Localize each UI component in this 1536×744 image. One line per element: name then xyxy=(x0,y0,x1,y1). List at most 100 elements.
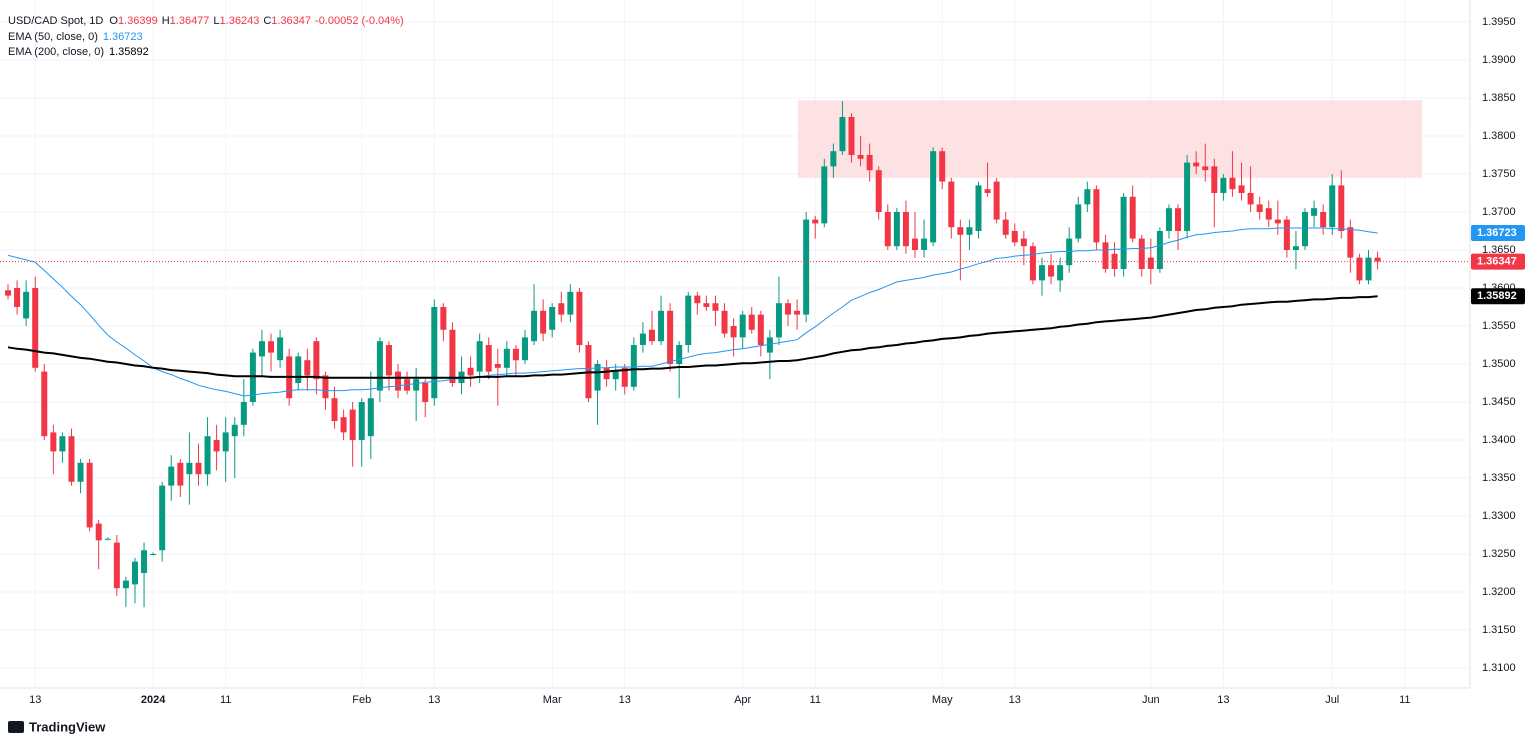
y-tick-label: 1.3100 xyxy=(1482,662,1516,674)
candle-body xyxy=(1292,246,1299,250)
x-tick-label: 2024 xyxy=(141,694,166,706)
candle-body xyxy=(413,379,420,391)
candle-body xyxy=(794,310,801,315)
candle-body xyxy=(857,154,864,159)
candle-body xyxy=(1120,196,1127,269)
candle-body xyxy=(376,341,383,391)
candle-body xyxy=(186,462,193,475)
x-tick-label: May xyxy=(932,694,953,706)
candle-body xyxy=(240,402,247,425)
candle-body xyxy=(721,310,728,334)
candle-body xyxy=(476,341,483,372)
candle-body xyxy=(1247,192,1254,205)
candle-body xyxy=(1338,185,1345,231)
candle-body xyxy=(1084,189,1091,205)
y-tick-label: 1.3500 xyxy=(1482,358,1516,370)
candle-body xyxy=(966,227,973,235)
candle-body xyxy=(1347,227,1354,258)
candle-body xyxy=(1002,219,1009,235)
candle-body xyxy=(1156,230,1163,269)
candle-body xyxy=(494,363,501,368)
candle-body xyxy=(975,185,982,231)
candle-body xyxy=(902,211,909,247)
candle-body xyxy=(594,363,601,391)
candle-body xyxy=(1365,257,1372,281)
ema-line xyxy=(7,227,1378,397)
candle-body xyxy=(912,238,918,250)
x-tick-label: 13 xyxy=(1217,694,1229,706)
candle-body xyxy=(1057,265,1064,281)
candle-body xyxy=(621,367,628,387)
price-tag-label: 1.36347 xyxy=(1477,256,1517,268)
resistance-zone xyxy=(798,100,1422,178)
candle-body xyxy=(503,348,510,368)
candle-body xyxy=(258,341,265,357)
candle-body xyxy=(268,341,275,353)
candle-body xyxy=(141,550,148,574)
legend-value: 1.35892 xyxy=(109,46,149,58)
candle-body xyxy=(667,310,674,364)
candle-body xyxy=(549,306,556,330)
candle-body xyxy=(1274,219,1281,224)
legend-entry: EMA (50, close, 0) 1.36723 xyxy=(8,31,143,43)
candle-body xyxy=(349,409,356,441)
candle-body xyxy=(1175,208,1182,231)
candle-body xyxy=(1048,265,1055,277)
candle-body xyxy=(295,356,302,383)
candle-body xyxy=(893,211,900,247)
ohlc-value: 1.36399 xyxy=(118,15,158,27)
candle-body xyxy=(921,238,928,250)
candle-body xyxy=(1220,177,1227,193)
candle-body xyxy=(748,314,755,330)
x-tick-label: Jun xyxy=(1142,694,1160,706)
candle-body xyxy=(567,291,574,315)
candle-body xyxy=(658,310,665,342)
candle-body xyxy=(168,466,175,486)
candle-body xyxy=(648,329,655,342)
candle-body xyxy=(1020,238,1027,247)
candle-body xyxy=(1193,162,1200,167)
candle-body xyxy=(630,344,637,387)
candle-body xyxy=(1147,257,1154,269)
legend-value: 1.36723 xyxy=(103,31,143,43)
candle-body xyxy=(1356,257,1363,281)
candle-body xyxy=(730,325,737,338)
candle-body xyxy=(277,337,284,361)
y-tick-label: 1.3800 xyxy=(1482,130,1516,142)
y-tick-label: 1.3750 xyxy=(1482,168,1516,180)
candle-body xyxy=(785,303,792,315)
y-tick-label: 1.3300 xyxy=(1482,510,1516,522)
candle-body xyxy=(68,436,75,482)
change: -0.00052 (-0.04%) xyxy=(315,15,404,27)
candle-body xyxy=(159,485,166,551)
y-tick-label: 1.3450 xyxy=(1482,396,1516,408)
price-tag-label: 1.35892 xyxy=(1477,290,1517,302)
candle-body xyxy=(1165,208,1172,231)
legend-name: EMA (50, close, 0) xyxy=(8,31,98,43)
candle-body xyxy=(884,211,891,247)
candle-body xyxy=(1093,189,1100,243)
legend-header: USD/CAD Spot, 1D O1.36399 H1.36477 L1.36243… xyxy=(8,15,404,27)
plot-area xyxy=(0,100,1470,608)
candle-body xyxy=(41,371,48,437)
x-tick-label: 11 xyxy=(1399,694,1410,706)
candle-body xyxy=(14,287,21,307)
candle-body xyxy=(5,290,11,296)
candle-body xyxy=(59,436,66,452)
candle-body xyxy=(86,462,93,528)
price-tag xyxy=(1471,225,1525,242)
ohlc-key: O xyxy=(109,15,118,27)
candle-body xyxy=(712,303,719,311)
candle-body xyxy=(340,417,347,433)
candle-body xyxy=(1038,265,1045,281)
candle-body xyxy=(177,462,184,486)
candle-body xyxy=(1238,185,1245,193)
candle-body xyxy=(1011,230,1018,243)
candle-body xyxy=(385,344,392,376)
x-tick-label: Mar xyxy=(543,694,562,706)
candle-body xyxy=(803,219,810,315)
candle-body xyxy=(231,424,238,437)
candle-body xyxy=(77,462,84,482)
candle-body xyxy=(866,154,873,171)
candle-body xyxy=(213,440,220,452)
